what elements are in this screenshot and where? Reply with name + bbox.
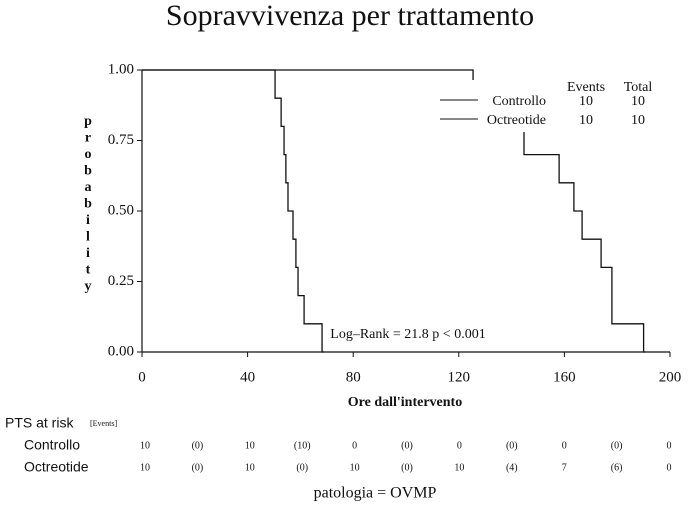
y-tick-label: 1.00 (108, 61, 134, 77)
risk-cell: 0 (457, 440, 462, 451)
risk-cell: (0) (401, 462, 413, 473)
risk-cell: 0 (562, 440, 567, 451)
y-tick-label: 0.00 (108, 343, 134, 359)
chart-title: Sopravvivenza per trattamento (166, 0, 534, 32)
y-axis-label-letter: i (86, 213, 90, 228)
x-tick-label: 40 (240, 369, 255, 385)
y-axis-label-letter: p (84, 114, 92, 129)
legend-label: Octreotide (487, 113, 546, 128)
x-tick-label: 160 (553, 369, 576, 385)
y-axis-label-letter: i (86, 246, 90, 261)
y-axis-label-letter: t (86, 263, 91, 278)
risk-cell: (10) (294, 440, 311, 451)
risk-cell: (4) (506, 462, 518, 473)
risk-cell: (0) (611, 440, 623, 451)
legend-header: Events (567, 80, 605, 95)
footnote: patologia = OVMP (314, 485, 437, 502)
risk-cell: (0) (401, 440, 413, 451)
survival-curve (142, 69, 325, 353)
y-axis-label-letter: y (85, 279, 92, 294)
risk-cell: (6) (611, 462, 623, 473)
risk-cell: 0 (667, 462, 672, 473)
risk-row-name: Controllo (24, 437, 80, 453)
annotation: Log–Rank = 21.8 p < 0.001 (330, 327, 485, 342)
x-tick-label: 0 (138, 369, 146, 385)
risk-title: PTS at risk (5, 415, 74, 431)
legend-label: Controllo (492, 94, 546, 109)
legend-bg (432, 80, 662, 132)
x-tick-label: 200 (659, 369, 682, 385)
risk-cell: (0) (506, 440, 518, 451)
y-axis-label-letter: b (84, 164, 92, 179)
y-tick-label: 0.25 (108, 273, 134, 289)
risk-cell: 0 (352, 440, 357, 451)
risk-cell: 10 (245, 462, 255, 473)
y-axis-label-letter: l (86, 230, 90, 245)
y-axis-label-letter: a (85, 180, 92, 195)
risk-cell: 10 (245, 440, 255, 451)
y-tick-label: 0.50 (108, 202, 134, 218)
legend-total: 10 (631, 113, 645, 128)
legend-header: Total (624, 80, 653, 95)
risk-cell: 10 (140, 440, 150, 451)
risk-cell: (0) (192, 440, 204, 451)
legend-events: 10 (579, 113, 593, 128)
x-axis-label: Ore dall'intervento (348, 395, 462, 410)
risk-cell: 0 (667, 440, 672, 451)
legend-total: 10 (631, 94, 645, 109)
risk-cell: 10 (454, 462, 464, 473)
y-axis-label-letter: b (84, 197, 92, 212)
y-axis-label-letter: o (85, 147, 92, 162)
x-tick-label: 80 (346, 369, 361, 385)
risk-cell: 7 (562, 462, 567, 473)
risk-cell: (0) (192, 462, 204, 473)
x-tick-label: 120 (448, 369, 471, 385)
y-axis-label-letter: r (85, 131, 91, 146)
risk-cell: 10 (140, 462, 150, 473)
legend-events: 10 (579, 94, 593, 109)
risk-cell: 10 (350, 462, 360, 473)
risk-cell: (0) (296, 462, 308, 473)
y-tick-label: 0.75 (108, 132, 134, 148)
risk-subtitle: [Events] (90, 419, 117, 428)
risk-row-name: Octreotide (24, 459, 89, 475)
